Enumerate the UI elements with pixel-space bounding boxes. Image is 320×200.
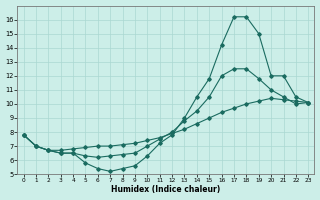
X-axis label: Humidex (Indice chaleur): Humidex (Indice chaleur): [111, 185, 220, 194]
